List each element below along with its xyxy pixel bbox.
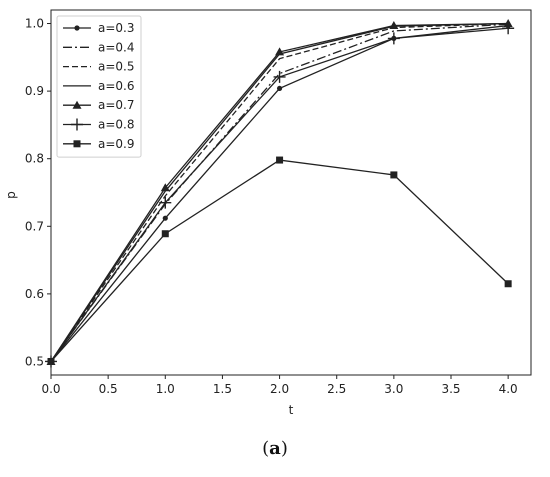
series-1-point (162, 215, 168, 221)
x-tick-label: 0.5 (99, 382, 118, 396)
x-axis-label: t (289, 403, 294, 417)
y-tick-label: 0.6 (25, 287, 44, 301)
x-tick-label: 0.0 (41, 382, 60, 396)
y-tick-label: 0.5 (25, 354, 44, 368)
legend-marker-6 (71, 118, 83, 131)
y-axis-label: p (4, 191, 18, 199)
series-5-point (160, 183, 170, 192)
series-line-3 (50, 22, 509, 362)
x-tick-label: 2.0 (270, 382, 289, 396)
plot-frame (50, 9, 532, 376)
series-5-point (275, 47, 285, 56)
legend-box (56, 15, 142, 158)
legend-label-4: a=0.6 (98, 79, 135, 93)
legend-label-7: a=0.9 (98, 137, 135, 151)
series-6-point (159, 196, 172, 209)
series-7-point (161, 230, 169, 238)
caption-letter: a (269, 438, 281, 459)
x-tick-label: 1.5 (213, 382, 232, 396)
y-tick-label: 0.7 (25, 219, 44, 233)
legend-marker-1 (74, 25, 80, 31)
x-tick-label: 3.0 (384, 382, 403, 396)
y-tick-label: 1.0 (25, 17, 44, 31)
series-7-point (276, 156, 284, 164)
legend-label-5: a=0.7 (98, 98, 135, 112)
series-line-2 (50, 23, 509, 362)
series-7-point (390, 171, 398, 179)
figure-caption: (a) (262, 438, 288, 459)
line-chart: 0.0 0.5 1.0 1.5 2.0 2.5 3.0 3.5 4.0 0.5 0.6 0.7 0.8 0… (4, 9, 532, 417)
series-6-point (502, 22, 515, 35)
series-5-point (389, 21, 399, 30)
legend-marker-7 (73, 140, 81, 148)
y-tick-label: 0.9 (25, 84, 44, 98)
series-7-point (504, 280, 512, 288)
legend-label-3: a=0.5 (98, 60, 135, 74)
legend-marker-5 (72, 100, 82, 109)
series-1-point (276, 85, 283, 92)
legend: a=0.3 a=0.4 a=0.5 a=0.6 a=0.7 a=0.8 a=0.9 (56, 15, 142, 158)
x-tick-label: 2.5 (327, 382, 346, 396)
legend-label-6: a=0.8 (98, 118, 135, 132)
x-tick-label: 3.5 (441, 382, 460, 396)
series-7-point (47, 357, 55, 365)
series-line-7 (50, 159, 509, 362)
legend-label-1: a=0.3 (98, 21, 135, 35)
y-tick-label: 0.8 (25, 152, 44, 166)
legend-label-2: a=0.4 (98, 40, 135, 54)
x-tick-label: 1.0 (156, 382, 175, 396)
series-6-point (273, 70, 286, 83)
x-tick-label: 4.0 (499, 382, 518, 396)
series-6-point (387, 32, 400, 45)
